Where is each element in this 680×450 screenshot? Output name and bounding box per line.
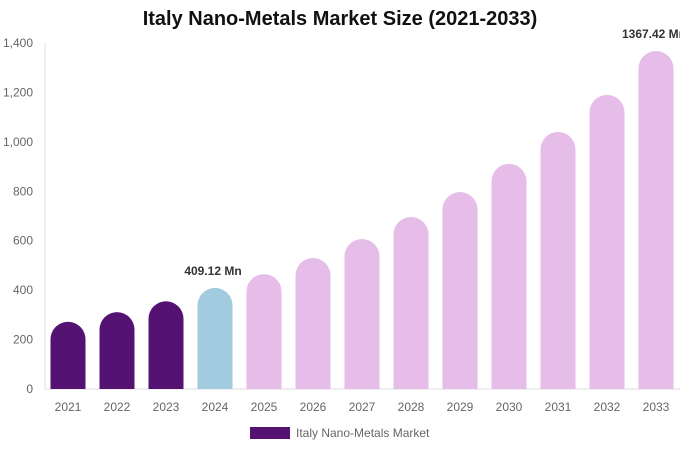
bar-2024 bbox=[197, 287, 233, 389]
bar-2031 bbox=[540, 131, 576, 389]
x-tick-label: 2031 bbox=[545, 400, 572, 414]
y-tick-label: 1,200 bbox=[3, 85, 33, 99]
x-tick-label: 2026 bbox=[300, 400, 327, 414]
bar-2023 bbox=[148, 301, 184, 389]
x-tick-label: 2022 bbox=[104, 400, 131, 414]
bar-2033 bbox=[638, 51, 674, 389]
y-tick-label: 200 bbox=[13, 333, 33, 347]
y-tick-label: 800 bbox=[13, 184, 33, 198]
y-tick-label: 1,000 bbox=[3, 135, 33, 149]
y-tick-label: 1,400 bbox=[3, 36, 33, 50]
bar-2028 bbox=[393, 216, 429, 389]
x-tick-label: 2029 bbox=[447, 400, 474, 414]
bar-2030 bbox=[491, 163, 527, 389]
x-tick-label: 2032 bbox=[594, 400, 621, 414]
x-tick-label: 2033 bbox=[643, 400, 670, 414]
legend[interactable]: Italy Nano-Metals Market bbox=[250, 426, 429, 440]
data-label: 409.12 Mn bbox=[184, 264, 241, 278]
bar-2026 bbox=[295, 258, 331, 389]
x-tick-label: 2023 bbox=[153, 400, 180, 414]
bar-2021 bbox=[50, 321, 86, 389]
x-tick-label: 2030 bbox=[496, 400, 523, 414]
y-tick-label: 600 bbox=[13, 234, 33, 248]
y-tick-label: 0 bbox=[26, 382, 33, 396]
chart-title: Italy Nano-Metals Market Size (2021-2033… bbox=[142, 8, 538, 30]
y-tick-label: 400 bbox=[13, 283, 33, 297]
legend-label: Italy Nano-Metals Market bbox=[296, 426, 430, 440]
x-tick-label: 2028 bbox=[398, 400, 425, 414]
legend-swatch bbox=[250, 427, 290, 439]
bar-2032 bbox=[589, 94, 625, 390]
bar-2027 bbox=[344, 238, 380, 389]
bar-2022 bbox=[99, 312, 135, 389]
x-tick-label: 2025 bbox=[251, 400, 278, 414]
x-tick-label: 2021 bbox=[55, 400, 82, 414]
data-label: 1367.42 Mn bbox=[622, 27, 680, 41]
bar-2029 bbox=[442, 192, 478, 389]
x-tick-label: 2027 bbox=[349, 400, 376, 414]
x-tick-label: 2024 bbox=[202, 400, 229, 414]
bar-2025 bbox=[246, 274, 282, 389]
